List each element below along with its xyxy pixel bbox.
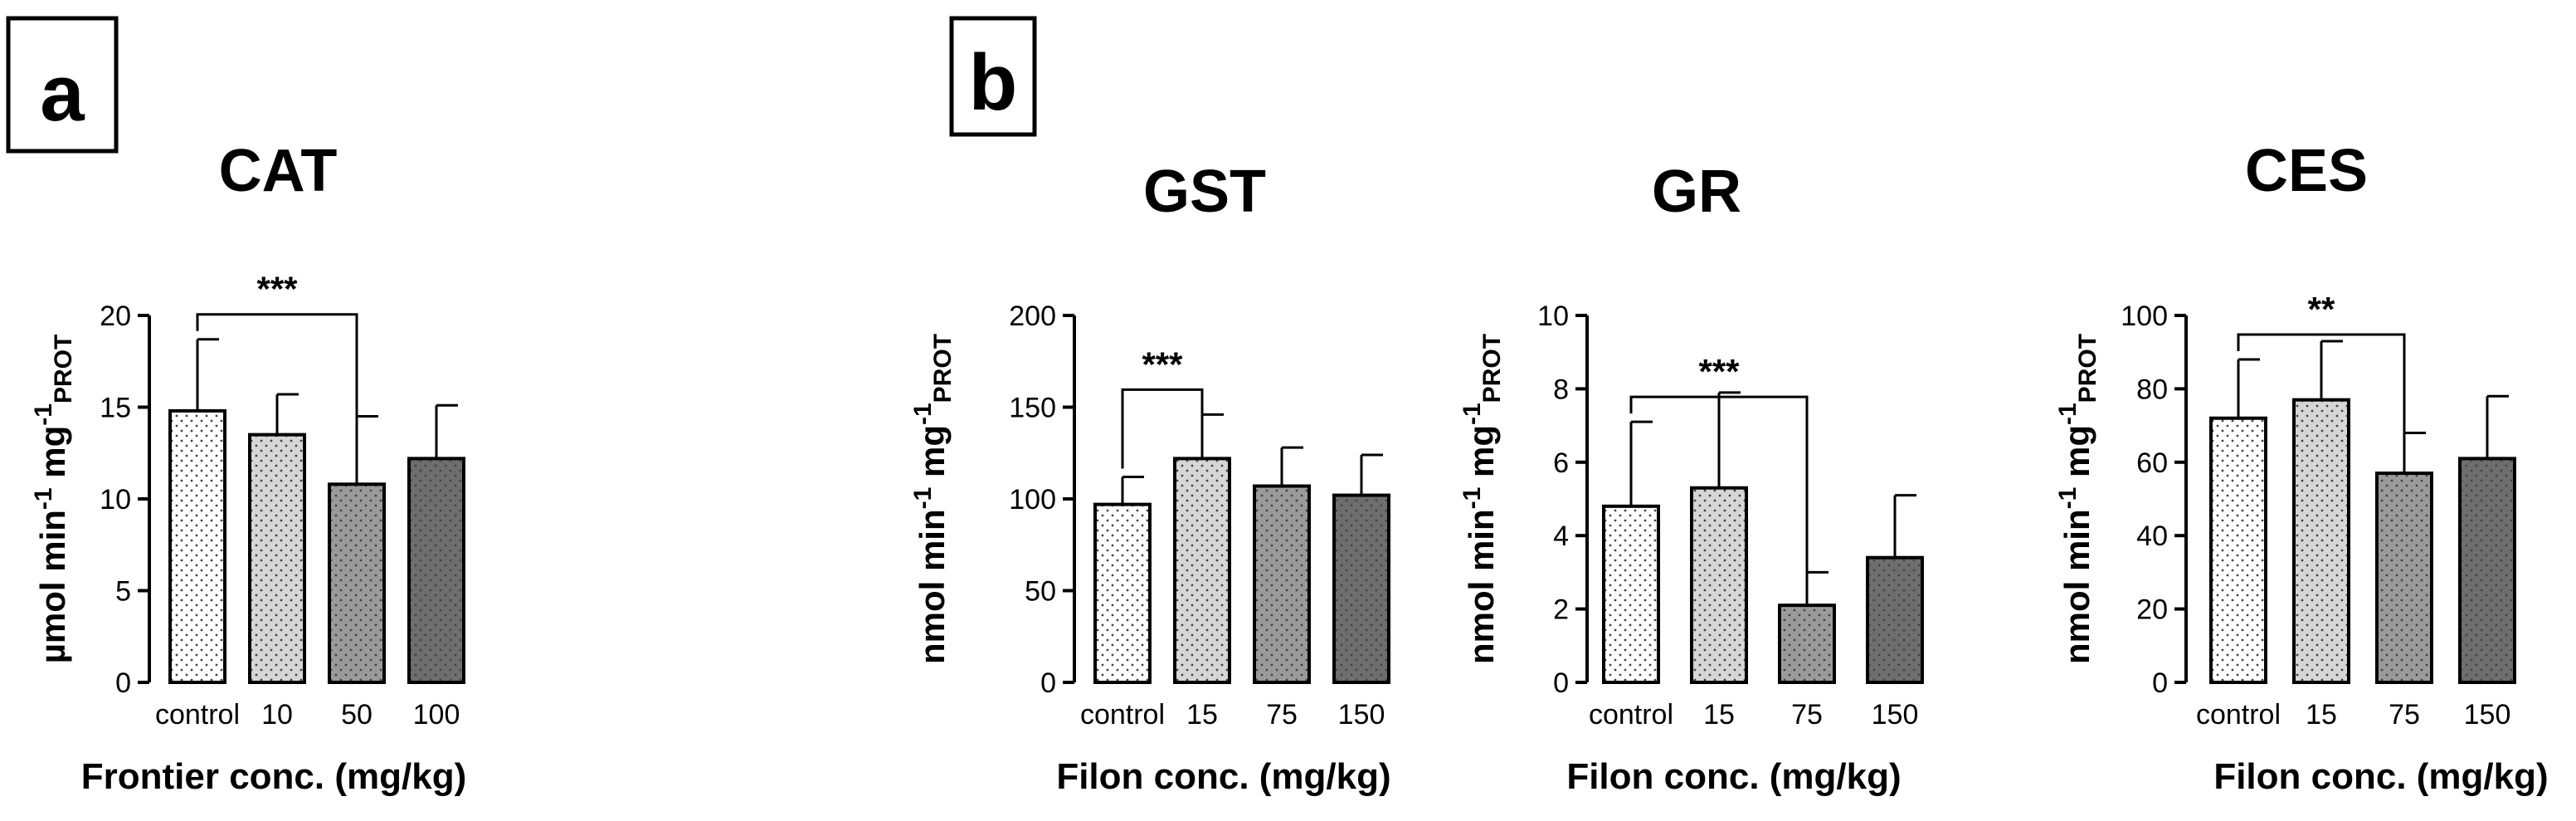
y-tick-label: 20	[100, 301, 131, 332]
panel-letter-a: a	[40, 49, 85, 138]
gr-chart: GR 0 2 4 6 8 10 control 15 75 150 *** Filon conc. (m…	[1458, 159, 1924, 797]
bar	[1332, 493, 1390, 685]
category-label: 150	[2464, 699, 2511, 731]
bar	[2292, 398, 2350, 684]
chart-title: GR	[1652, 159, 1741, 225]
y-tick-label: 6	[1553, 447, 1569, 479]
chart-title: CAT	[219, 138, 338, 204]
y-tick-label: 0	[1553, 667, 1569, 699]
bar	[1093, 502, 1152, 684]
x-axis-label: Frontier conc. (mg/kg)	[81, 756, 466, 797]
y-tick-label: 80	[2136, 374, 2168, 405]
category-label: 150	[1338, 699, 1385, 731]
significance-label: ***	[1142, 345, 1183, 384]
y-tick-label: 100	[2121, 301, 2168, 332]
significance-label: ***	[256, 270, 298, 309]
bar	[1866, 555, 1924, 684]
bar	[407, 457, 465, 684]
category-label: 75	[2389, 699, 2420, 731]
bar	[2458, 457, 2516, 684]
y-tick-label: 10	[100, 484, 131, 516]
significance-bracket	[1121, 388, 1204, 469]
y-tick-label: 2	[1553, 594, 1569, 626]
significance-label: ***	[1698, 352, 1740, 391]
bar	[248, 432, 306, 685]
y-tick-label: 200	[1009, 301, 1056, 332]
category-label: 100	[413, 699, 460, 731]
chart-title: GST	[1143, 159, 1266, 225]
y-tick-label: 15	[100, 393, 131, 424]
category-label: 150	[1872, 699, 1919, 731]
bar	[1602, 504, 1660, 685]
category-label: 75	[1266, 699, 1298, 731]
panel-label-a: a	[6, 16, 119, 154]
panel-letter-b: b	[969, 38, 1018, 127]
gst-chart: GST 0 50 100 150 200 control 15 75 150 *** Filon co…	[909, 159, 1391, 797]
x-axis-label: Filon conc. (mg/kg)	[1056, 756, 1390, 797]
y-tick-label: 150	[1009, 393, 1056, 424]
category-label: 15	[1186, 699, 1218, 731]
y-tick-label: 5	[115, 576, 131, 608]
panel-label-b: b	[949, 16, 1037, 137]
y-axis-label: nmol min-1 mg-1PROT	[2054, 334, 2101, 664]
significance-bracket	[1629, 395, 1809, 603]
x-axis-label: Filon conc. (mg/kg)	[2213, 756, 2548, 797]
category-label: control	[1080, 699, 1165, 731]
bar	[2375, 472, 2433, 684]
category-label: control	[155, 699, 240, 731]
y-tick-label: 4	[1553, 520, 1569, 552]
x-axis-label: Filon conc. (mg/kg)	[1566, 756, 1901, 797]
y-tick-label: 40	[2136, 520, 2168, 552]
category-label: 75	[1791, 699, 1823, 731]
y-axis-label: nmol min-1 mg-1PROT	[1458, 334, 1506, 664]
chart-title: CES	[2245, 138, 2368, 204]
y-tick-label: 0	[1040, 667, 1056, 699]
bar	[168, 408, 226, 684]
y-tick-label: 60	[2136, 447, 2168, 479]
bar	[1778, 604, 1836, 684]
y-axis-label: nmol min-1 mg-1PROT	[909, 334, 957, 664]
bar	[1253, 484, 1311, 685]
category-label: 15	[2306, 699, 2337, 731]
y-tick-label: 0	[115, 667, 131, 699]
y-tick-label: 20	[2136, 594, 2168, 626]
category-label: control	[2196, 699, 2281, 731]
bar	[328, 482, 386, 684]
y-tick-label: 10	[1537, 301, 1569, 332]
bar	[1173, 457, 1231, 684]
y-tick-label: 0	[2152, 667, 2168, 699]
bar	[2209, 416, 2267, 684]
ces-chart: CES 0 20 40 60 80 100 control 15 75 150 ** Filon con…	[2054, 138, 2549, 797]
y-tick-label: 8	[1553, 374, 1569, 405]
significance-label: **	[2308, 290, 2335, 329]
y-axis-label: µmol min-1 mg-1PROT	[30, 335, 77, 664]
y-tick-label: 100	[1009, 484, 1056, 516]
significance-bracket	[196, 313, 358, 481]
y-tick-label: 50	[1025, 576, 1056, 608]
significance-bracket	[2237, 333, 2406, 471]
cat-chart: CAT 0 5 10 15 20 control 10 50 100 *** Frontier con…	[30, 138, 466, 797]
category-label: 15	[1703, 699, 1735, 731]
bar	[1690, 486, 1748, 684]
category-label: 10	[261, 699, 293, 731]
category-label: control	[1589, 699, 1673, 731]
category-label: 50	[341, 699, 373, 731]
